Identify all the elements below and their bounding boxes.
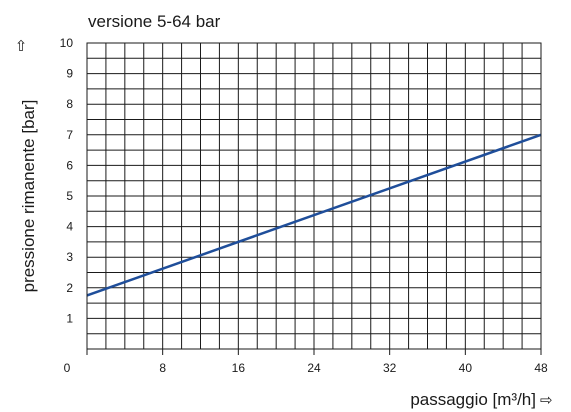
y-tick-label: 2 [66,281,73,295]
x-tick-label: 8 [159,361,166,375]
x-axis-arrow-icon: ⇨ [540,391,553,409]
y-tick-label: 4 [66,220,73,234]
x-tick-label: 24 [307,361,321,375]
series-line [86,133,542,297]
y-tick-label: 6 [66,158,73,172]
y-tick-label: 3 [66,250,73,264]
x-axis-label: passaggio [m³/h] [410,390,536,409]
y-tick-label: 8 [66,97,73,111]
y-axis-label: pressione rimanente [bar] [19,100,38,293]
series [86,133,542,297]
chart-title: versione 5-64 bar [88,12,221,31]
y-tick-label: 9 [66,67,73,81]
x-tick-label: 0 [64,361,71,375]
x-tick-label: 16 [232,361,246,375]
y-tick-label: 5 [66,189,73,203]
y-tick-label: 7 [66,128,73,142]
ticks: 0 8 16 24 32 40 48 1 2 3 4 5 6 7 8 9 10 [60,36,548,375]
grid [86,42,542,350]
y-tick-label: 1 [66,311,73,325]
plot-frame [86,42,542,350]
x-tick-label: 48 [534,361,548,375]
y-axis-label-group: pressione rimanente [bar] [19,100,38,293]
y-axis-arrow-icon: ⇧ [15,37,28,55]
x-tick-label: 40 [459,361,473,375]
x-tick-label: 32 [383,361,397,375]
y-tick-label: 10 [60,36,74,50]
